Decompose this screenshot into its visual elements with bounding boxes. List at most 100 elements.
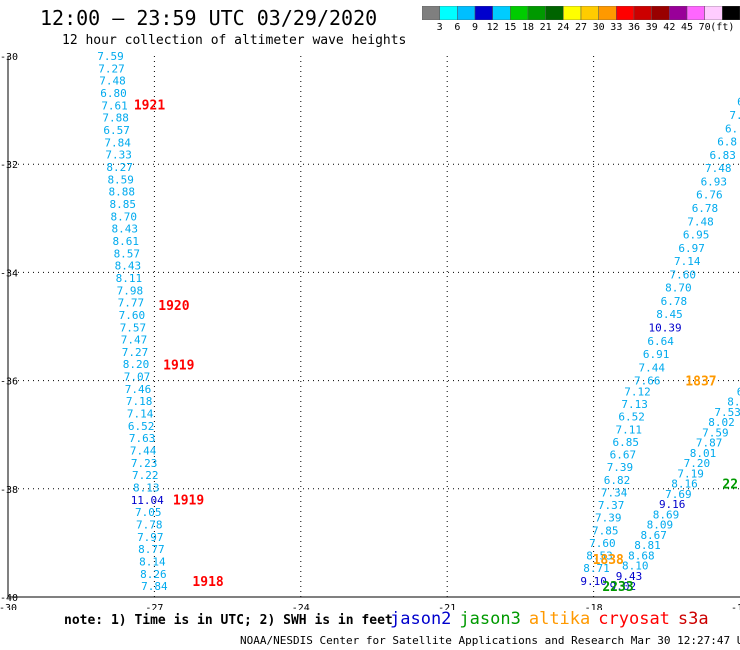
- colorbar-label: 6: [454, 22, 461, 33]
- wave-height-label: 7.85: [592, 524, 619, 537]
- colorbar-label: 39: [645, 22, 658, 33]
- wave-height-label: 7.60: [589, 537, 616, 550]
- wave-height-label: 9.10: [580, 575, 607, 588]
- colorbar-label: 27: [574, 22, 588, 33]
- colorbar-label: 18: [521, 22, 535, 33]
- x-tick-label: -24: [292, 603, 310, 610]
- wave-height-label: 7.27: [98, 62, 125, 75]
- legend-item-altika: altika: [528, 609, 591, 629]
- colorbar-swatch: [722, 6, 740, 20]
- wave-height-label: 8.14: [139, 556, 166, 569]
- wave-height-label: 8.09: [647, 519, 674, 532]
- wave-height-label: 7.23: [131, 457, 158, 470]
- colorbar-labels: 3 6 9 12 15 18 21 24 27 30 33 36 39 42 45 70 (ft): [422, 22, 740, 36]
- wave-height-label: 6.78: [692, 202, 719, 215]
- y-tick-label: -34: [0, 268, 18, 279]
- wave-height-label: 7.33: [105, 149, 132, 162]
- wave-height-label: 9.02: [610, 580, 637, 593]
- wave-height-label: 8.53: [586, 550, 613, 563]
- wave-height-label: 7.22: [132, 469, 159, 482]
- wave-height-label: 11.04: [131, 494, 164, 507]
- wave-height-label: 7.18: [126, 395, 153, 408]
- colorbar-label: (ft): [710, 22, 735, 33]
- pass-time-label: 1918: [192, 575, 223, 590]
- wave-height-label: 7.13: [621, 398, 648, 411]
- wave-height-label: 7.60: [119, 309, 146, 322]
- colorbar: [422, 6, 740, 20]
- wave-height-label: 7.47: [121, 334, 148, 347]
- colorbar-label: 12: [486, 22, 499, 33]
- wave-height-label: 7.44: [130, 445, 157, 458]
- wave-height-label: 7.37: [598, 499, 625, 512]
- chart-subtitle: 12 hour collection of altimeter wave hei…: [62, 33, 407, 48]
- wave-height-label: 8.13: [133, 482, 160, 495]
- wave-height-label: 7.59: [97, 50, 124, 63]
- wave-height-label: 8.02: [708, 416, 735, 429]
- colorbar-label: 24: [557, 22, 570, 33]
- wave-height-label: 7.48: [705, 162, 732, 175]
- wave-height-label: 7.19: [677, 467, 704, 480]
- wave-height-label: 8.45: [656, 308, 683, 321]
- legend-item-cryosat: cryosat: [598, 609, 670, 629]
- x-tick-label: -21: [438, 603, 456, 610]
- wave-height-label: 8.27: [106, 161, 133, 174]
- wave-height-label: 7.87: [696, 437, 723, 450]
- wave-height-label: 7.12: [624, 385, 651, 398]
- legend-item-jason2: jason2: [390, 609, 452, 629]
- colorbar-label: 9: [471, 22, 479, 33]
- wave-height-label: 7.20: [684, 457, 711, 470]
- wave-height-label: 7.59: [702, 426, 729, 439]
- pass-time-label: 22: [722, 477, 738, 492]
- wave-height-label: 6: [737, 96, 740, 109]
- pass-time-label: 1919: [173, 494, 204, 509]
- wave-height-label: 7.39: [607, 461, 634, 474]
- y-tick-label: -30: [0, 52, 18, 63]
- wave-height-label: 8.69: [653, 508, 680, 521]
- wave-height-label: 6.80: [100, 87, 127, 100]
- wave-height-label: 6.57: [103, 124, 130, 137]
- wave-height-label: 7.39: [595, 512, 622, 525]
- wave-height-label: 7.84: [104, 136, 131, 149]
- y-tick-label: -38: [0, 485, 18, 496]
- legend-item-jason3: jason3: [459, 609, 521, 629]
- wave-height-label: 7.07: [124, 371, 151, 384]
- colorbar-label: 36: [627, 22, 641, 33]
- wave-height-label: 7.84: [141, 580, 168, 593]
- x-tick-label: -18: [585, 603, 603, 610]
- pass-time-label: 2233: [602, 580, 633, 595]
- wave-height-label: 6.91: [643, 348, 670, 361]
- wave-height-label: 7.27: [122, 346, 149, 359]
- wave-height-label: 8.16: [671, 478, 698, 491]
- wave-height-label: 7.60: [670, 268, 697, 281]
- wave-height-label: 7.48: [99, 75, 126, 88]
- wave-height-label: 6.82: [604, 474, 631, 487]
- wave-height-label: 9.43: [616, 570, 643, 583]
- wave-height-label: 7.53: [714, 406, 740, 419]
- wave-height-label: 7.88: [102, 112, 129, 125]
- wave-height-label: 6.97: [678, 242, 705, 255]
- colorbar-label: 70: [698, 22, 711, 33]
- wave-height-label: 8.67: [640, 529, 667, 542]
- wave-height-label: 8.43: [115, 260, 142, 273]
- wave-height-label: 8.59: [107, 173, 134, 186]
- wave-height-label: 8.10: [622, 560, 649, 573]
- pass-time-label: 1921: [134, 99, 165, 114]
- wave-height-label: 7.57: [120, 321, 147, 334]
- pass-time-label: 1838: [593, 553, 624, 568]
- wave-height-label: 8.70: [111, 210, 138, 223]
- pass-time-label: 1837: [685, 375, 716, 390]
- y-tick-label: -36: [0, 377, 18, 388]
- wave-height-label: 8.61: [113, 235, 140, 248]
- plot-area: -30 -27 -24 -21 -18 -15 -30 -32 -34 -36 -38 -40 7.59…: [0, 50, 740, 610]
- pass-time-label: 1919: [163, 358, 194, 373]
- wave-height-label: 7.05: [135, 506, 162, 519]
- x-tick-label: -30: [0, 603, 17, 610]
- x-tick-label: -27: [145, 603, 163, 610]
- wave-height-label: 7.46: [125, 383, 152, 396]
- wave-height-label: 6.52: [618, 411, 645, 424]
- footnote: note: 1) Time is in UTC; 2) SWH is in fe…: [64, 613, 393, 628]
- wave-height-label: 10.39: [648, 321, 681, 334]
- wave-height-label: 8.20: [123, 358, 150, 371]
- y-tick-label: -32: [0, 160, 18, 171]
